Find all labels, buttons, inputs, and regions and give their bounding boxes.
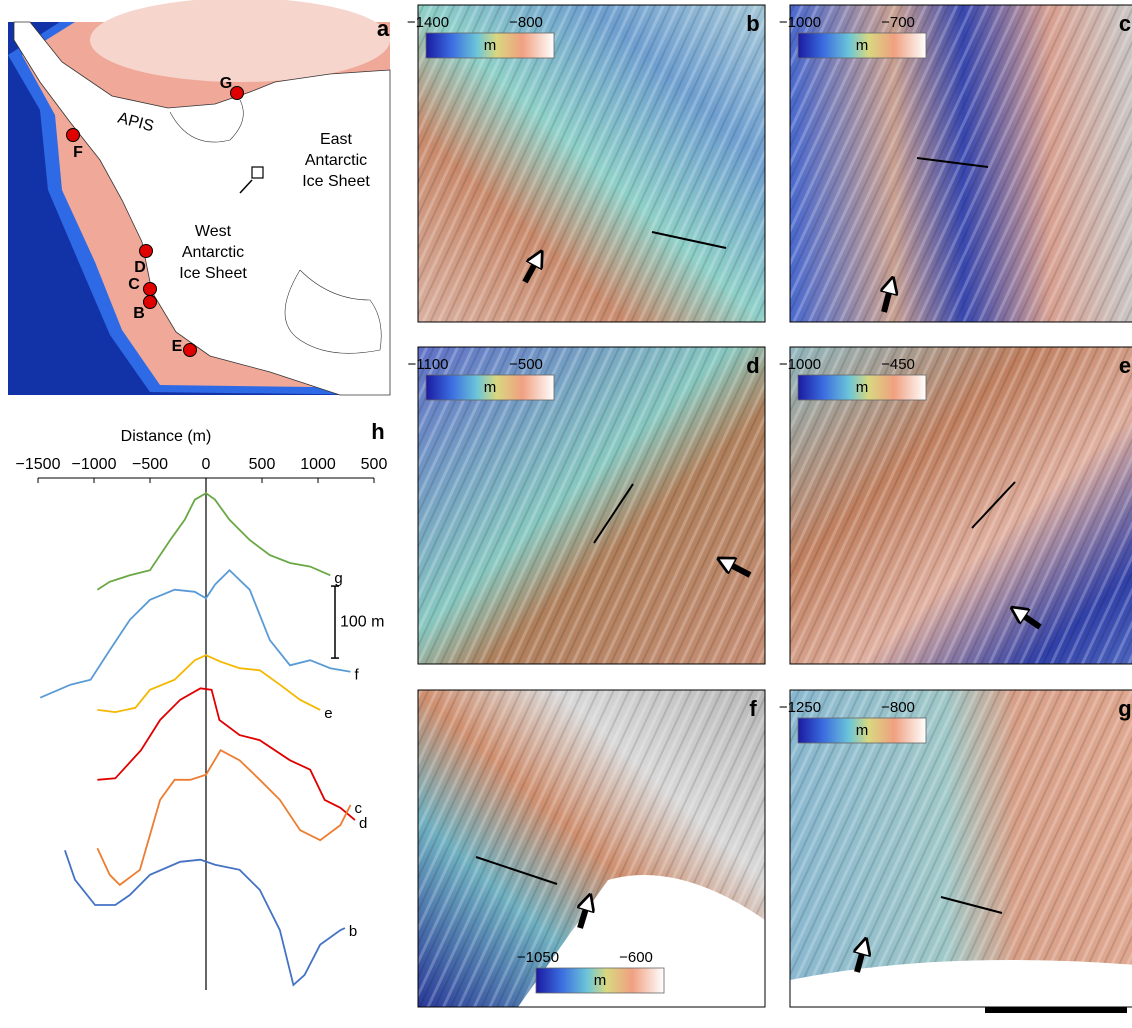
profile [97,655,320,712]
colorbar-unit: m [856,379,869,396]
page: { "map": { "label": "a", "apis": "APIS",… [0,0,1132,1023]
series-label: e [324,705,332,722]
colorbar-max: −450 [881,356,915,373]
colorbar-max: −500 [509,356,543,373]
site-label: E [172,338,183,355]
colorbar-min: −1100 [407,356,448,373]
colorbar-max: −800 [509,14,543,31]
site-marker [231,87,244,100]
map-label: East [320,131,353,148]
series-label: f [354,667,359,684]
site-marker [67,129,80,142]
shelf-inner [90,0,390,82]
map [8,0,390,395]
site-marker [144,296,157,309]
panel-label: d [746,353,759,378]
colorbar-max: −700 [881,14,915,31]
site-label: C [128,276,140,293]
map-label: West [195,223,232,240]
scale-label: 100 m [340,613,384,630]
x-axis-title: Distance (m) [121,428,212,445]
site-label: D [134,259,146,276]
map-label: Antarctic [182,244,244,261]
colorbar-max: −600 [619,949,653,966]
panel-label: b [746,11,759,36]
figure: a APIS East Antarctic Ice Sheet West Ant… [0,0,1132,1023]
colorbar-unit: m [484,37,497,54]
panel-label: c [1119,11,1131,36]
colorbar-unit: m [594,972,607,989]
panel-label: h [371,419,384,444]
panel-label: g [1118,696,1131,721]
series-label: b [349,923,357,940]
map-label: Ice Sheet [179,265,247,282]
colorbar-min: −1400 [407,14,449,31]
site-marker [184,344,197,357]
series-label: d [359,815,367,832]
colorbar-unit: m [484,379,497,396]
map-label: Ice Sheet [302,173,370,190]
x-tick-label: 0 [202,456,211,473]
x-tick-label: 500 [249,456,276,473]
x-tick-label: −500 [132,456,168,473]
series-label: c [354,800,362,817]
colorbar-min: −1050 [517,949,559,966]
colorbar-unit: m [856,37,869,54]
site-label: F [73,144,83,161]
panel-label: a [377,16,390,41]
site-marker [140,245,153,258]
x-tick-label: −1000 [72,456,117,473]
colorbar-unit: m [856,722,869,739]
colorbar-min: −1000 [779,14,821,31]
series-label: g [334,570,342,587]
colorbar-min: −1000 [779,356,821,373]
colorbar-max: −800 [881,699,915,716]
x-tick-label: −1500 [16,456,61,473]
site-label: B [133,305,145,322]
panel-label: f [749,696,757,721]
site-label: G [220,75,232,92]
colorbar-min: −1250 [779,699,821,716]
profile [40,570,350,698]
map-label: Antarctic [305,152,367,169]
panel-label: e [1119,353,1131,378]
site-marker [144,283,157,296]
x-tick-label: 1000 [300,456,336,473]
x-tick-label: 500 [361,456,388,473]
profile [97,750,350,885]
profile [97,493,330,590]
